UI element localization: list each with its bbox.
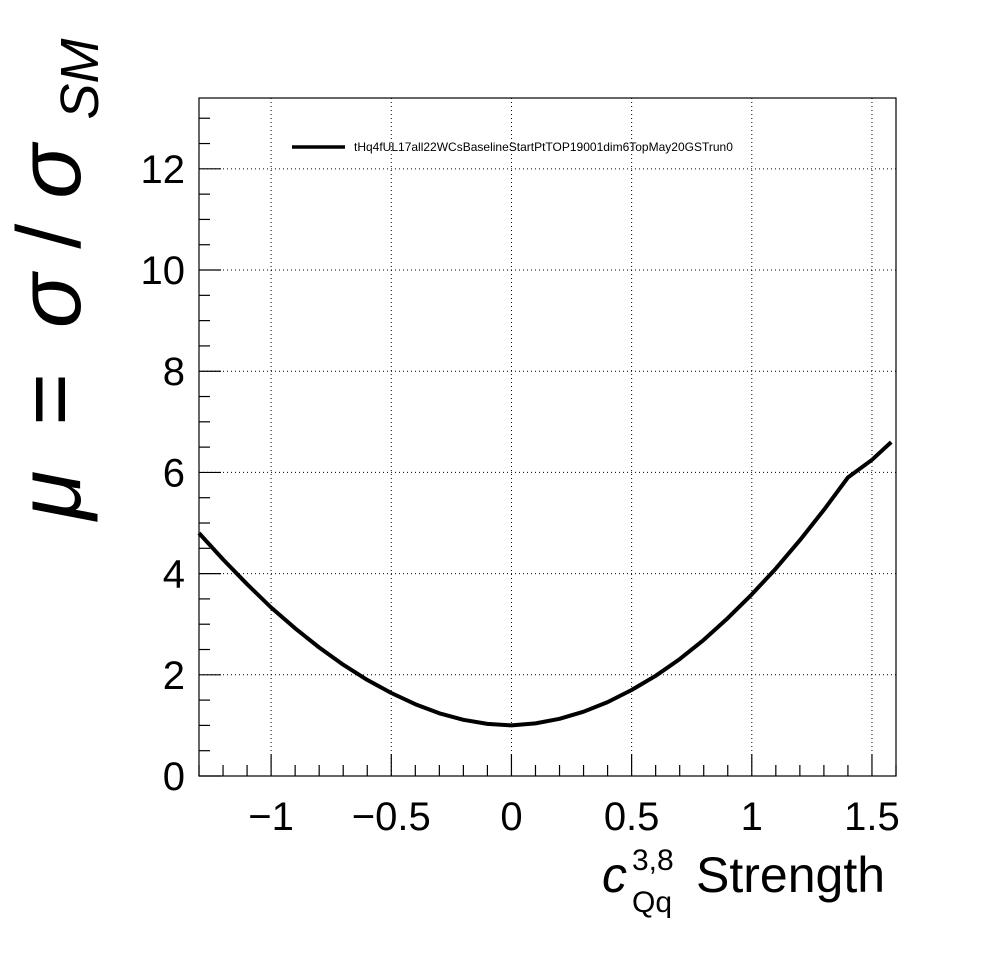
- y-tick-label: 8: [163, 350, 185, 394]
- y-axis-title: μ = σ / σ SM: [0, 38, 110, 522]
- legend: tHq4fUL17all22WCsBaselineStartPtTOP19001…: [292, 140, 733, 154]
- tick-labels: −1 −0.5 0 0.5 1 1.5 0 2 4 6 8 10 12: [141, 148, 900, 839]
- x-tick-label: 1.5: [844, 795, 900, 839]
- grid: [199, 98, 896, 776]
- x-tick-label: −0.5: [352, 795, 431, 839]
- svg-text:μ = σ /: μ = σ / σ SM: [0, 38, 110, 522]
- legend-label: tHq4fUL17all22WCsBaselineStartPtTOP19001…: [354, 140, 733, 154]
- y-axis-title-eq: =: [0, 373, 100, 426]
- x-tick-label: 0: [500, 795, 522, 839]
- y-tick-label: 0: [163, 755, 185, 799]
- y-tick-label: 4: [163, 553, 185, 597]
- x-axis-title: c 3,8 Qq Strength: [602, 844, 885, 919]
- x-axis-title-sup: 3,8: [632, 844, 674, 877]
- y-tick-label: 10: [141, 249, 186, 293]
- y-tick-label: 2: [163, 654, 185, 698]
- plot-frame: [198, 97, 897, 777]
- y-axis-title-sigma-sm: σ: [0, 141, 100, 199]
- x-tick-label: 0.5: [604, 795, 660, 839]
- y-axis-title-sigma: σ: [0, 270, 100, 328]
- y-axis-title-sub: SM: [50, 38, 110, 119]
- y-axis-title-mu: μ: [0, 471, 100, 522]
- x-axis-title-sub: Qq: [632, 886, 672, 919]
- svg-text:c: c: [602, 847, 627, 903]
- axis-ticks: [198, 117, 897, 777]
- series-line: [197, 440, 893, 728]
- y-tick-label: 6: [163, 451, 185, 495]
- y-axis-title-slash: /: [0, 224, 100, 249]
- series: [197, 440, 893, 728]
- x-tick-label: 1: [741, 795, 763, 839]
- y-tick-label: 12: [141, 148, 186, 192]
- x-axis-title-text: Strength: [696, 847, 885, 903]
- x-axis-title-c: c: [602, 847, 627, 903]
- x-tick-label: −1: [248, 795, 294, 839]
